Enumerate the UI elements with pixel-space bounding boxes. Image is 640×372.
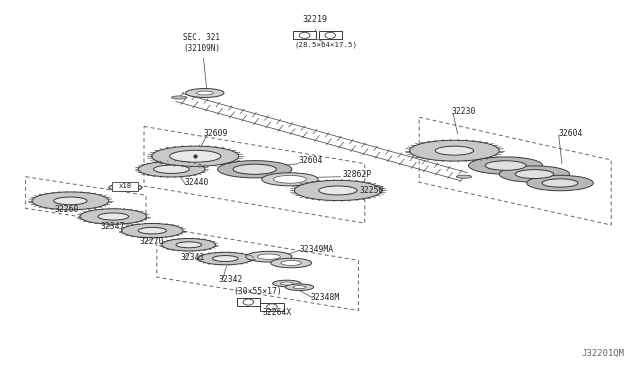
Ellipse shape [285,284,314,291]
Text: 32270: 32270 [140,237,164,246]
Ellipse shape [485,161,526,170]
Text: 32341: 32341 [180,253,205,262]
Text: 32862P: 32862P [342,170,372,179]
Ellipse shape [319,186,357,195]
Ellipse shape [499,166,570,182]
Text: 32604: 32604 [558,129,582,138]
Ellipse shape [172,96,187,99]
Ellipse shape [109,184,142,191]
Ellipse shape [176,242,202,248]
Ellipse shape [162,238,216,251]
Ellipse shape [325,32,335,38]
Ellipse shape [267,304,277,310]
Text: 32348M: 32348M [310,293,340,302]
Ellipse shape [281,261,301,265]
Text: (30×55×17): (30×55×17) [234,287,282,296]
Text: 32604: 32604 [298,156,323,165]
Ellipse shape [196,91,213,95]
Ellipse shape [271,258,312,268]
Ellipse shape [293,286,306,289]
Ellipse shape [262,173,318,186]
Ellipse shape [138,161,205,177]
Ellipse shape [32,192,109,210]
Text: (28.5×64×17.5): (28.5×64×17.5) [295,42,358,48]
Ellipse shape [527,175,593,191]
Ellipse shape [243,299,253,305]
Ellipse shape [257,254,280,259]
Text: J32201QM: J32201QM [581,349,624,358]
Ellipse shape [294,180,381,201]
Ellipse shape [80,209,147,224]
Ellipse shape [117,186,134,189]
Text: 32230: 32230 [451,107,476,116]
Ellipse shape [154,165,189,173]
Text: 32264X: 32264X [262,308,292,317]
FancyBboxPatch shape [112,182,138,191]
Ellipse shape [456,175,472,178]
Ellipse shape [218,161,292,178]
Ellipse shape [138,227,166,234]
Ellipse shape [542,179,578,187]
Ellipse shape [515,170,554,179]
Ellipse shape [212,256,238,262]
Ellipse shape [122,224,183,238]
FancyBboxPatch shape [260,303,284,311]
Ellipse shape [280,282,293,285]
Ellipse shape [410,140,499,161]
Ellipse shape [246,251,292,262]
Text: 32342: 32342 [219,275,243,283]
Ellipse shape [233,164,276,174]
Ellipse shape [54,197,87,205]
Ellipse shape [198,252,252,265]
Text: 32347: 32347 [100,222,125,231]
Ellipse shape [186,89,224,97]
Ellipse shape [152,146,239,166]
FancyBboxPatch shape [237,298,260,306]
Ellipse shape [273,176,307,183]
Text: 32609: 32609 [204,129,228,138]
Text: 32260: 32260 [54,205,79,214]
Ellipse shape [468,157,543,174]
Text: x18: x18 [118,183,131,189]
FancyBboxPatch shape [293,31,316,39]
Text: 32349MA: 32349MA [300,246,333,254]
Ellipse shape [273,280,301,287]
Ellipse shape [98,213,129,220]
Ellipse shape [300,32,310,38]
Text: SEC. 321
(32109N): SEC. 321 (32109N) [183,33,220,53]
Ellipse shape [435,146,474,155]
Text: 32219: 32219 [302,15,328,24]
FancyBboxPatch shape [319,31,342,39]
Ellipse shape [170,150,221,162]
Text: 32250: 32250 [360,186,384,195]
Text: 32440: 32440 [184,178,209,187]
